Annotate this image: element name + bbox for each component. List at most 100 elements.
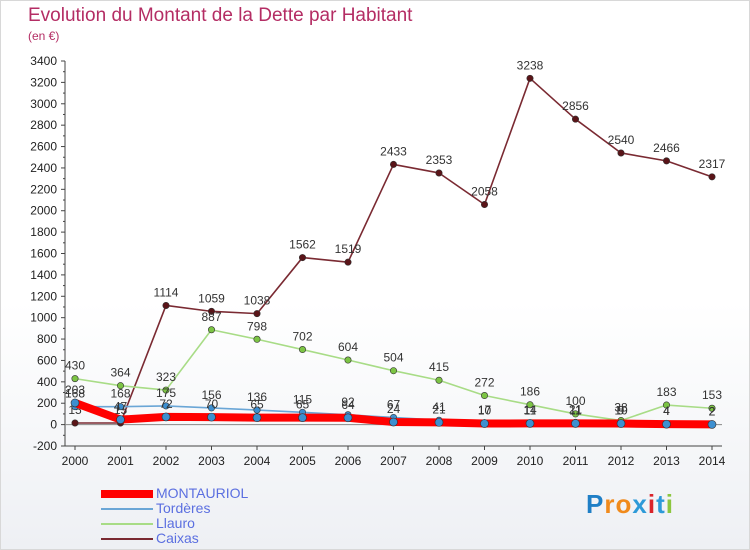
data-label-llauro: 504 xyxy=(383,351,403,365)
data-label-montauriol: 21 xyxy=(432,402,446,416)
data-point-tordres xyxy=(162,402,170,410)
data-point-caixas xyxy=(571,115,579,123)
legend-label: MONTAURIOL xyxy=(156,485,249,501)
data-point-llauro xyxy=(298,346,306,354)
y-tick-label: 0 xyxy=(50,418,57,432)
data-label-tordres: 168 xyxy=(110,387,130,401)
data-point-montauriol xyxy=(434,418,444,427)
data-label-montauriol: 203 xyxy=(65,383,85,397)
data-label-tordres: 4 xyxy=(663,404,670,418)
x-tick-label: 2013 xyxy=(653,454,680,468)
data-label-llauro: 798 xyxy=(247,319,267,333)
data-label-montauriol: 11 xyxy=(524,403,537,417)
x-tick-label: 2007 xyxy=(380,454,407,468)
data-point-caixas xyxy=(344,258,352,266)
data-label-caixas: 2317 xyxy=(699,157,726,171)
legend-label: Tordères xyxy=(156,500,211,516)
data-point-montauriol xyxy=(252,413,262,422)
y-tick-label: 1000 xyxy=(30,311,57,325)
data-point-montauriol xyxy=(525,419,535,428)
x-tick-label: 2005 xyxy=(289,454,316,468)
x-tick-label: 2009 xyxy=(471,454,498,468)
data-label-llauro: 183 xyxy=(656,385,676,399)
legend-item: Caixas xyxy=(101,530,321,546)
y-tick-label: 3200 xyxy=(30,75,57,89)
data-label-caixas: 2433 xyxy=(380,144,407,158)
data-label-montauriol: 11 xyxy=(569,403,582,417)
data-point-llauro xyxy=(435,376,443,384)
data-point-llauro xyxy=(162,386,170,394)
proxiti-logo: Proxiti xyxy=(586,489,674,520)
data-point-llauro xyxy=(344,356,352,364)
legend-swatch xyxy=(101,508,153,510)
data-label-llauro: 153 xyxy=(702,388,722,402)
x-tick-label: 2012 xyxy=(608,454,635,468)
data-label-tordres: 136 xyxy=(247,390,267,404)
data-point-caixas xyxy=(480,201,488,209)
legend-item: MONTAURIOL xyxy=(101,485,321,501)
data-label-llauro: 430 xyxy=(65,359,85,373)
data-label-tordres: 115 xyxy=(293,392,312,406)
legend-label: Llauro xyxy=(156,515,195,531)
data-label-llauro: 415 xyxy=(429,360,449,374)
data-point-montauriol xyxy=(161,412,171,422)
x-tick-label: 2003 xyxy=(198,454,225,468)
data-point-montauriol xyxy=(116,415,125,424)
legend-swatch xyxy=(101,523,153,525)
data-label-caixas: 3238 xyxy=(517,58,544,72)
y-tick-label: -200 xyxy=(33,439,57,453)
data-point-llauro xyxy=(71,375,79,383)
data-label-caixas: 1114 xyxy=(154,285,179,299)
data-label-llauro: 364 xyxy=(110,366,130,380)
data-point-llauro xyxy=(117,382,125,390)
x-tick-label: 2002 xyxy=(153,454,180,468)
data-point-caixas xyxy=(526,74,534,82)
data-label-tordres: 67 xyxy=(387,397,401,411)
data-label-montauriol: 2 xyxy=(709,404,716,418)
data-label-tordres: 156 xyxy=(201,388,221,402)
logo-letter: x xyxy=(632,489,648,519)
data-label-caixas: 2466 xyxy=(653,141,680,155)
logo-letter: r xyxy=(604,489,616,519)
y-tick-label: 400 xyxy=(37,375,57,389)
data-label-caixas: 2540 xyxy=(608,133,635,147)
data-point-montauriol xyxy=(343,413,353,423)
x-tick-label: 2000 xyxy=(62,454,89,468)
data-point-caixas xyxy=(162,301,170,309)
data-label-montauriol: 65 xyxy=(250,398,264,412)
data-label-montauriol: 24 xyxy=(387,402,401,416)
data-point-montauriol xyxy=(207,412,216,422)
data-label-montauriol: 10 xyxy=(478,404,492,418)
y-tick-label: 2800 xyxy=(30,118,57,132)
data-point-montauriol xyxy=(662,419,671,429)
data-label-llauro: 702 xyxy=(292,330,312,344)
data-label-tordres: 21 xyxy=(569,402,583,416)
data-label-caixas: 1038 xyxy=(244,294,271,308)
legend-item: Llauro xyxy=(101,515,321,531)
data-point-montauriol xyxy=(389,417,398,427)
y-tick-label: 800 xyxy=(37,332,57,346)
y-tick-label: 3000 xyxy=(30,97,57,111)
data-point-tordres xyxy=(253,406,261,414)
data-label-caixas: 2058 xyxy=(471,185,498,199)
data-point-llauro xyxy=(571,410,579,418)
data-point-llauro xyxy=(662,401,670,409)
chart-subtitle: (en €) xyxy=(28,29,60,43)
data-label-tordres: 175 xyxy=(156,386,176,400)
data-label-llauro: 887 xyxy=(201,310,221,324)
x-tick-label: 2001 xyxy=(107,454,134,468)
data-point-caixas xyxy=(617,149,625,157)
data-label-llauro: 38 xyxy=(614,401,628,415)
data-point-caixas xyxy=(662,157,670,165)
x-tick-label: 2008 xyxy=(426,454,453,468)
y-tick-label: 2000 xyxy=(30,204,57,218)
data-point-montauriol xyxy=(70,398,80,408)
data-point-llauro xyxy=(253,335,261,343)
data-label-tordres: 14 xyxy=(523,403,537,417)
logo-letter: i xyxy=(647,489,657,519)
data-point-llauro xyxy=(208,326,216,334)
data-label-llauro: 323 xyxy=(156,370,176,384)
y-tick-label: 600 xyxy=(37,353,57,367)
logo-letter: i xyxy=(665,489,674,519)
